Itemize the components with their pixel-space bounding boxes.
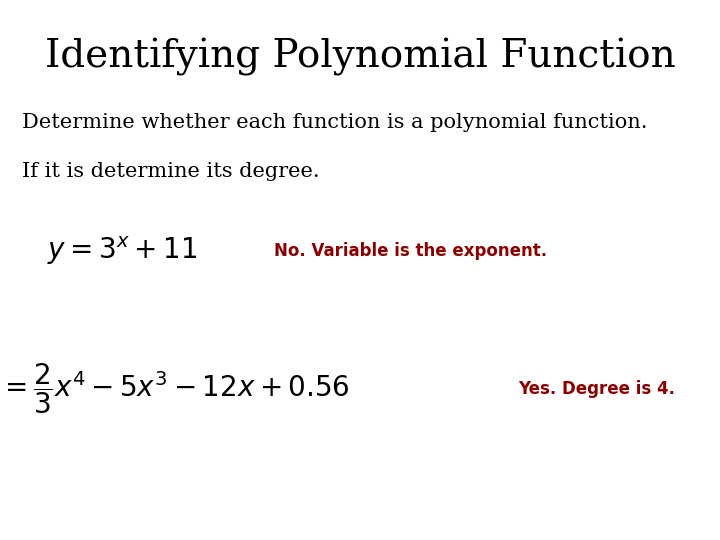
Text: $y = \dfrac{2}{3}x^{4} - 5x^{3} - 12x + 0.56$: $y = \dfrac{2}{3}x^{4} - 5x^{3} - 12x + … [0, 361, 349, 416]
Text: No. Variable is the exponent.: No. Variable is the exponent. [274, 242, 546, 260]
Text: If it is determine its degree.: If it is determine its degree. [22, 162, 319, 181]
Text: $y = 3^{x} + 11$: $y = 3^{x} + 11$ [48, 235, 197, 267]
Text: Identifying Polynomial Function: Identifying Polynomial Function [45, 38, 675, 76]
Text: Yes. Degree is 4.: Yes. Degree is 4. [518, 380, 675, 398]
Text: Determine whether each function is a polynomial function.: Determine whether each function is a pol… [22, 113, 647, 132]
